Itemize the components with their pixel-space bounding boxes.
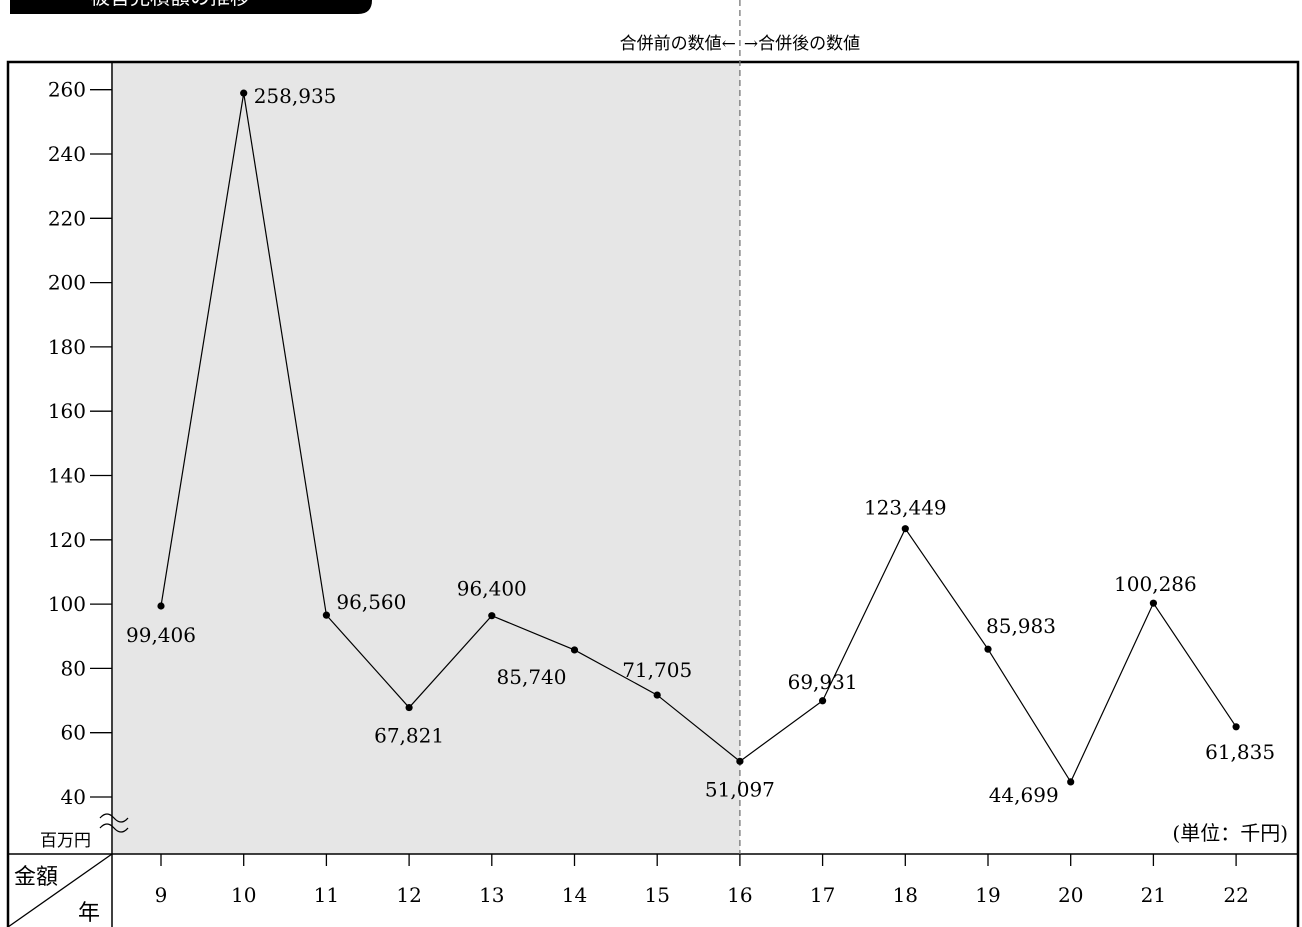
series-line: [160, 93, 1237, 784]
data-point: [570, 646, 579, 654]
data-label: 69,931: [788, 670, 858, 694]
x-tick-label: 14: [562, 883, 587, 907]
corner-label-year: 年: [78, 901, 100, 926]
data-point: [1067, 778, 1075, 786]
x-tick-label: 10: [231, 883, 256, 907]
x-tick-label: 13: [479, 883, 504, 907]
x-tick-label: 12: [396, 883, 421, 907]
y-tick-label: 260: [48, 78, 86, 102]
data-label: 44,699: [989, 783, 1059, 807]
y-tick-label: 240: [48, 142, 86, 166]
data-point: [240, 89, 248, 97]
chart-frame: [6, 60, 1300, 927]
y-tick-label: 80: [61, 656, 86, 680]
y-tick-label: 200: [48, 271, 86, 295]
y-tick-label: 60: [61, 721, 86, 745]
data-point: [653, 691, 661, 699]
x-tick-label: 21: [1141, 883, 1166, 907]
data-point: [1232, 723, 1240, 731]
y-tick-label: 40: [61, 785, 86, 809]
x-tick-label: 11: [314, 883, 339, 907]
corner-diagonal: [7, 853, 113, 927]
pre-merger-label: 合併前の数値←: [620, 34, 736, 54]
data-point: [984, 645, 992, 653]
data-points: [157, 89, 1240, 786]
data-point: [488, 612, 496, 620]
y-tick-label: 120: [48, 528, 86, 552]
x-tick-label: 16: [727, 883, 752, 907]
data-label: 85,983: [986, 614, 1056, 638]
post-merger-label: →合併後の数値: [744, 34, 860, 54]
data-label: 123,449: [864, 496, 947, 520]
data-label: 85,740: [497, 665, 567, 689]
y-ticks: 40 60 80 100 120 140 160 180 200 220 240 260: [48, 78, 112, 809]
x-tick-label: 17: [810, 883, 835, 907]
data-point: [736, 757, 744, 765]
data-label: 51,097: [705, 777, 775, 801]
x-tick-label: 15: [644, 883, 669, 907]
data-label: 96,560: [336, 590, 406, 614]
x-tick-label: 18: [893, 883, 918, 907]
data-label: 61,835: [1205, 740, 1275, 764]
data-point: [322, 611, 330, 619]
data-labels: 99,406 258,935 96,560 67,821 96,400 85,740 71,…: [126, 84, 1275, 807]
data-label: 99,406: [126, 623, 196, 647]
x-tick-label: 22: [1223, 883, 1248, 907]
data-label: 258,935: [254, 84, 337, 108]
unit-label: (単位：千円): [1172, 821, 1288, 845]
data-point: [157, 602, 165, 610]
data-label: 96,400: [457, 577, 527, 601]
data-point: [819, 697, 827, 705]
data-label: 71,705: [622, 658, 692, 682]
data-point: [405, 703, 413, 712]
data-point: [901, 525, 909, 533]
y-tick-label: 160: [48, 399, 86, 423]
y-tick-label: 180: [48, 335, 86, 359]
x-ticks: 9 10 11 12 13 14 15 16 17 18 19 20 21 22: [155, 854, 1249, 907]
axis-break-icon: [99, 813, 129, 833]
series-polyline: [160, 93, 1237, 784]
header-tab: 被害見積額の推移: [10, 0, 372, 14]
y-tick-label: 100: [48, 592, 86, 616]
data-label: 100,286: [1114, 572, 1197, 596]
data-label: 67,821: [374, 724, 444, 748]
x-tick-label: 20: [1058, 883, 1083, 907]
corner-label-amount: 金額: [14, 865, 58, 890]
x-tick-label: 19: [975, 883, 1000, 907]
x-tick-label: 9: [155, 883, 168, 907]
data-point: [1149, 599, 1157, 607]
y-tick-label: 140: [48, 464, 86, 488]
header-title: 被害見積額の推移: [90, 0, 250, 9]
y-tick-label: 220: [48, 206, 86, 230]
y-unit-label: 百万円: [40, 831, 91, 851]
pre-merger-shaded-area: [113, 63, 740, 854]
